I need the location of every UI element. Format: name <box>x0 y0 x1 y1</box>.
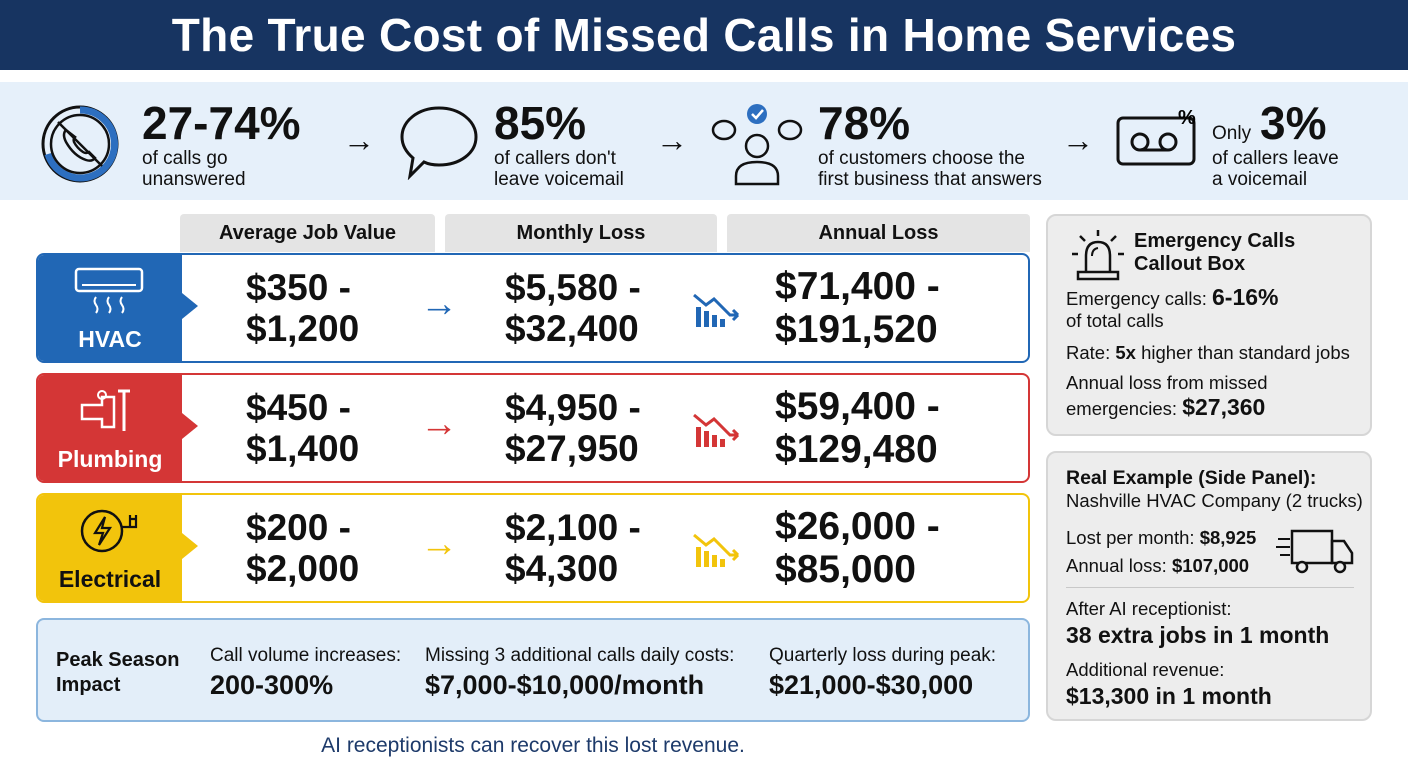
emergency-callout-box: Emergency Calls Callout Box Emergency cal… <box>1046 214 1372 436</box>
stats-band: 27-74% of calls go unanswered → 85% of c… <box>0 82 1408 200</box>
arrow-icon: → <box>343 122 375 158</box>
page-title: The True Cost of Missed Calls in Home Se… <box>0 0 1408 70</box>
job-value: $350 - $1,200 <box>246 267 360 349</box>
peak-label: Call volume increases: <box>210 645 402 666</box>
industry-row-electrical: Electrical $200 - $2,000 → $2,100 - $4,300… <box>36 493 1030 603</box>
tag-pointer <box>182 533 198 559</box>
svg-text:%: % <box>1178 107 1196 129</box>
tag-pointer <box>182 413 198 439</box>
column-header: Monthly Loss <box>445 214 717 252</box>
annual-loss: $59,400 - $129,480 <box>775 385 940 471</box>
industry-icon <box>74 267 144 314</box>
tag-pointer <box>182 293 198 319</box>
speech-bubble-icon <box>400 106 478 180</box>
truck-icon <box>1276 529 1354 574</box>
monthly-loss: $2,100 - $4,300 <box>505 507 641 589</box>
industry-icon <box>80 389 130 431</box>
stat-text: of callers don't <box>494 148 616 169</box>
industry-tag: HVAC <box>38 255 182 361</box>
customer-choice-icon <box>711 104 803 186</box>
voicemail-icon: % <box>1116 107 1196 166</box>
declining-chart-icon <box>693 413 740 447</box>
stat-unanswered: 27-74% of calls go unanswered <box>36 82 356 200</box>
stat-value: 85% <box>494 97 587 149</box>
industry-label: Plumbing <box>57 446 163 472</box>
arrow-icon: → <box>1062 122 1094 158</box>
declining-chart-icon <box>693 533 740 567</box>
stat-value: 78% <box>818 97 911 149</box>
stat-text: leave voicemail <box>494 169 624 190</box>
arrow-icon: → <box>420 283 458 325</box>
peak-value: 200-300% <box>210 670 334 700</box>
peak-label: Quarterly loss during peak: <box>769 645 997 666</box>
industry-row-hvac: HVAC $350 - $1,200 → $5,580 - $32,400 $71,… <box>36 253 1030 363</box>
stat-value: 27-74% <box>142 97 301 149</box>
industry-label: HVAC <box>78 326 142 352</box>
industry-label: Electrical <box>58 566 162 592</box>
peak-value: $7,000-$10,000/month <box>425 670 705 700</box>
arrow-icon: → <box>656 122 688 158</box>
footer-note: AI receptionists can recover this lost r… <box>321 734 745 757</box>
monthly-loss: $5,580 - $32,400 <box>505 267 641 349</box>
stat-text: of callers leave <box>1212 148 1339 169</box>
annual-loss: $26,000 - $85,000 <box>775 505 940 591</box>
monthly-loss: $4,950 - $27,950 <box>505 387 641 469</box>
arrow-icon: → <box>420 523 458 565</box>
peak-title: Peak Season Impact <box>56 649 180 696</box>
declining-chart-icon <box>693 293 740 327</box>
stat-text: of calls go <box>142 148 228 169</box>
annual-loss: $71,400 - $191,520 <box>775 265 940 351</box>
stat-text: unanswered <box>142 169 246 190</box>
stat-text: first business that answers <box>818 169 1042 190</box>
example-title: Real Example (Side Panel): <box>1066 467 1317 489</box>
job-value: $450 - $1,400 <box>246 387 360 469</box>
divider <box>1066 587 1354 588</box>
peak-label: Missing 3 additional calls daily costs: <box>425 645 735 666</box>
missed-call-icon <box>41 105 119 183</box>
industry-icon <box>80 509 138 553</box>
peak-season-box: Peak Season Impact Call volume increases:… <box>36 618 1030 722</box>
siren-icon <box>1072 230 1124 281</box>
column-header: Average Job Value <box>180 214 435 252</box>
peak-value: $21,000-$30,000 <box>769 670 974 700</box>
arrow-icon: → <box>420 403 458 445</box>
job-value: $200 - $2,000 <box>246 507 360 589</box>
column-header: Annual Loss <box>727 214 1030 252</box>
industry-tag: Electrical <box>38 495 182 601</box>
industry-row-plumbing: Plumbing $450 - $1,400 → $4,950 - $27,950 … <box>36 373 1030 483</box>
stat-text: a voicemail <box>1212 169 1308 190</box>
stat-text: of customers choose the <box>818 148 1025 169</box>
industry-tag: Plumbing <box>38 375 182 481</box>
stat-prefix: Only <box>1212 123 1252 144</box>
real-example-panel: Real Example (Side Panel): Nashville HVA… <box>1046 451 1372 721</box>
emergency-title: Emergency Calls <box>1134 230 1296 252</box>
stat-value: 3% <box>1260 97 1327 149</box>
